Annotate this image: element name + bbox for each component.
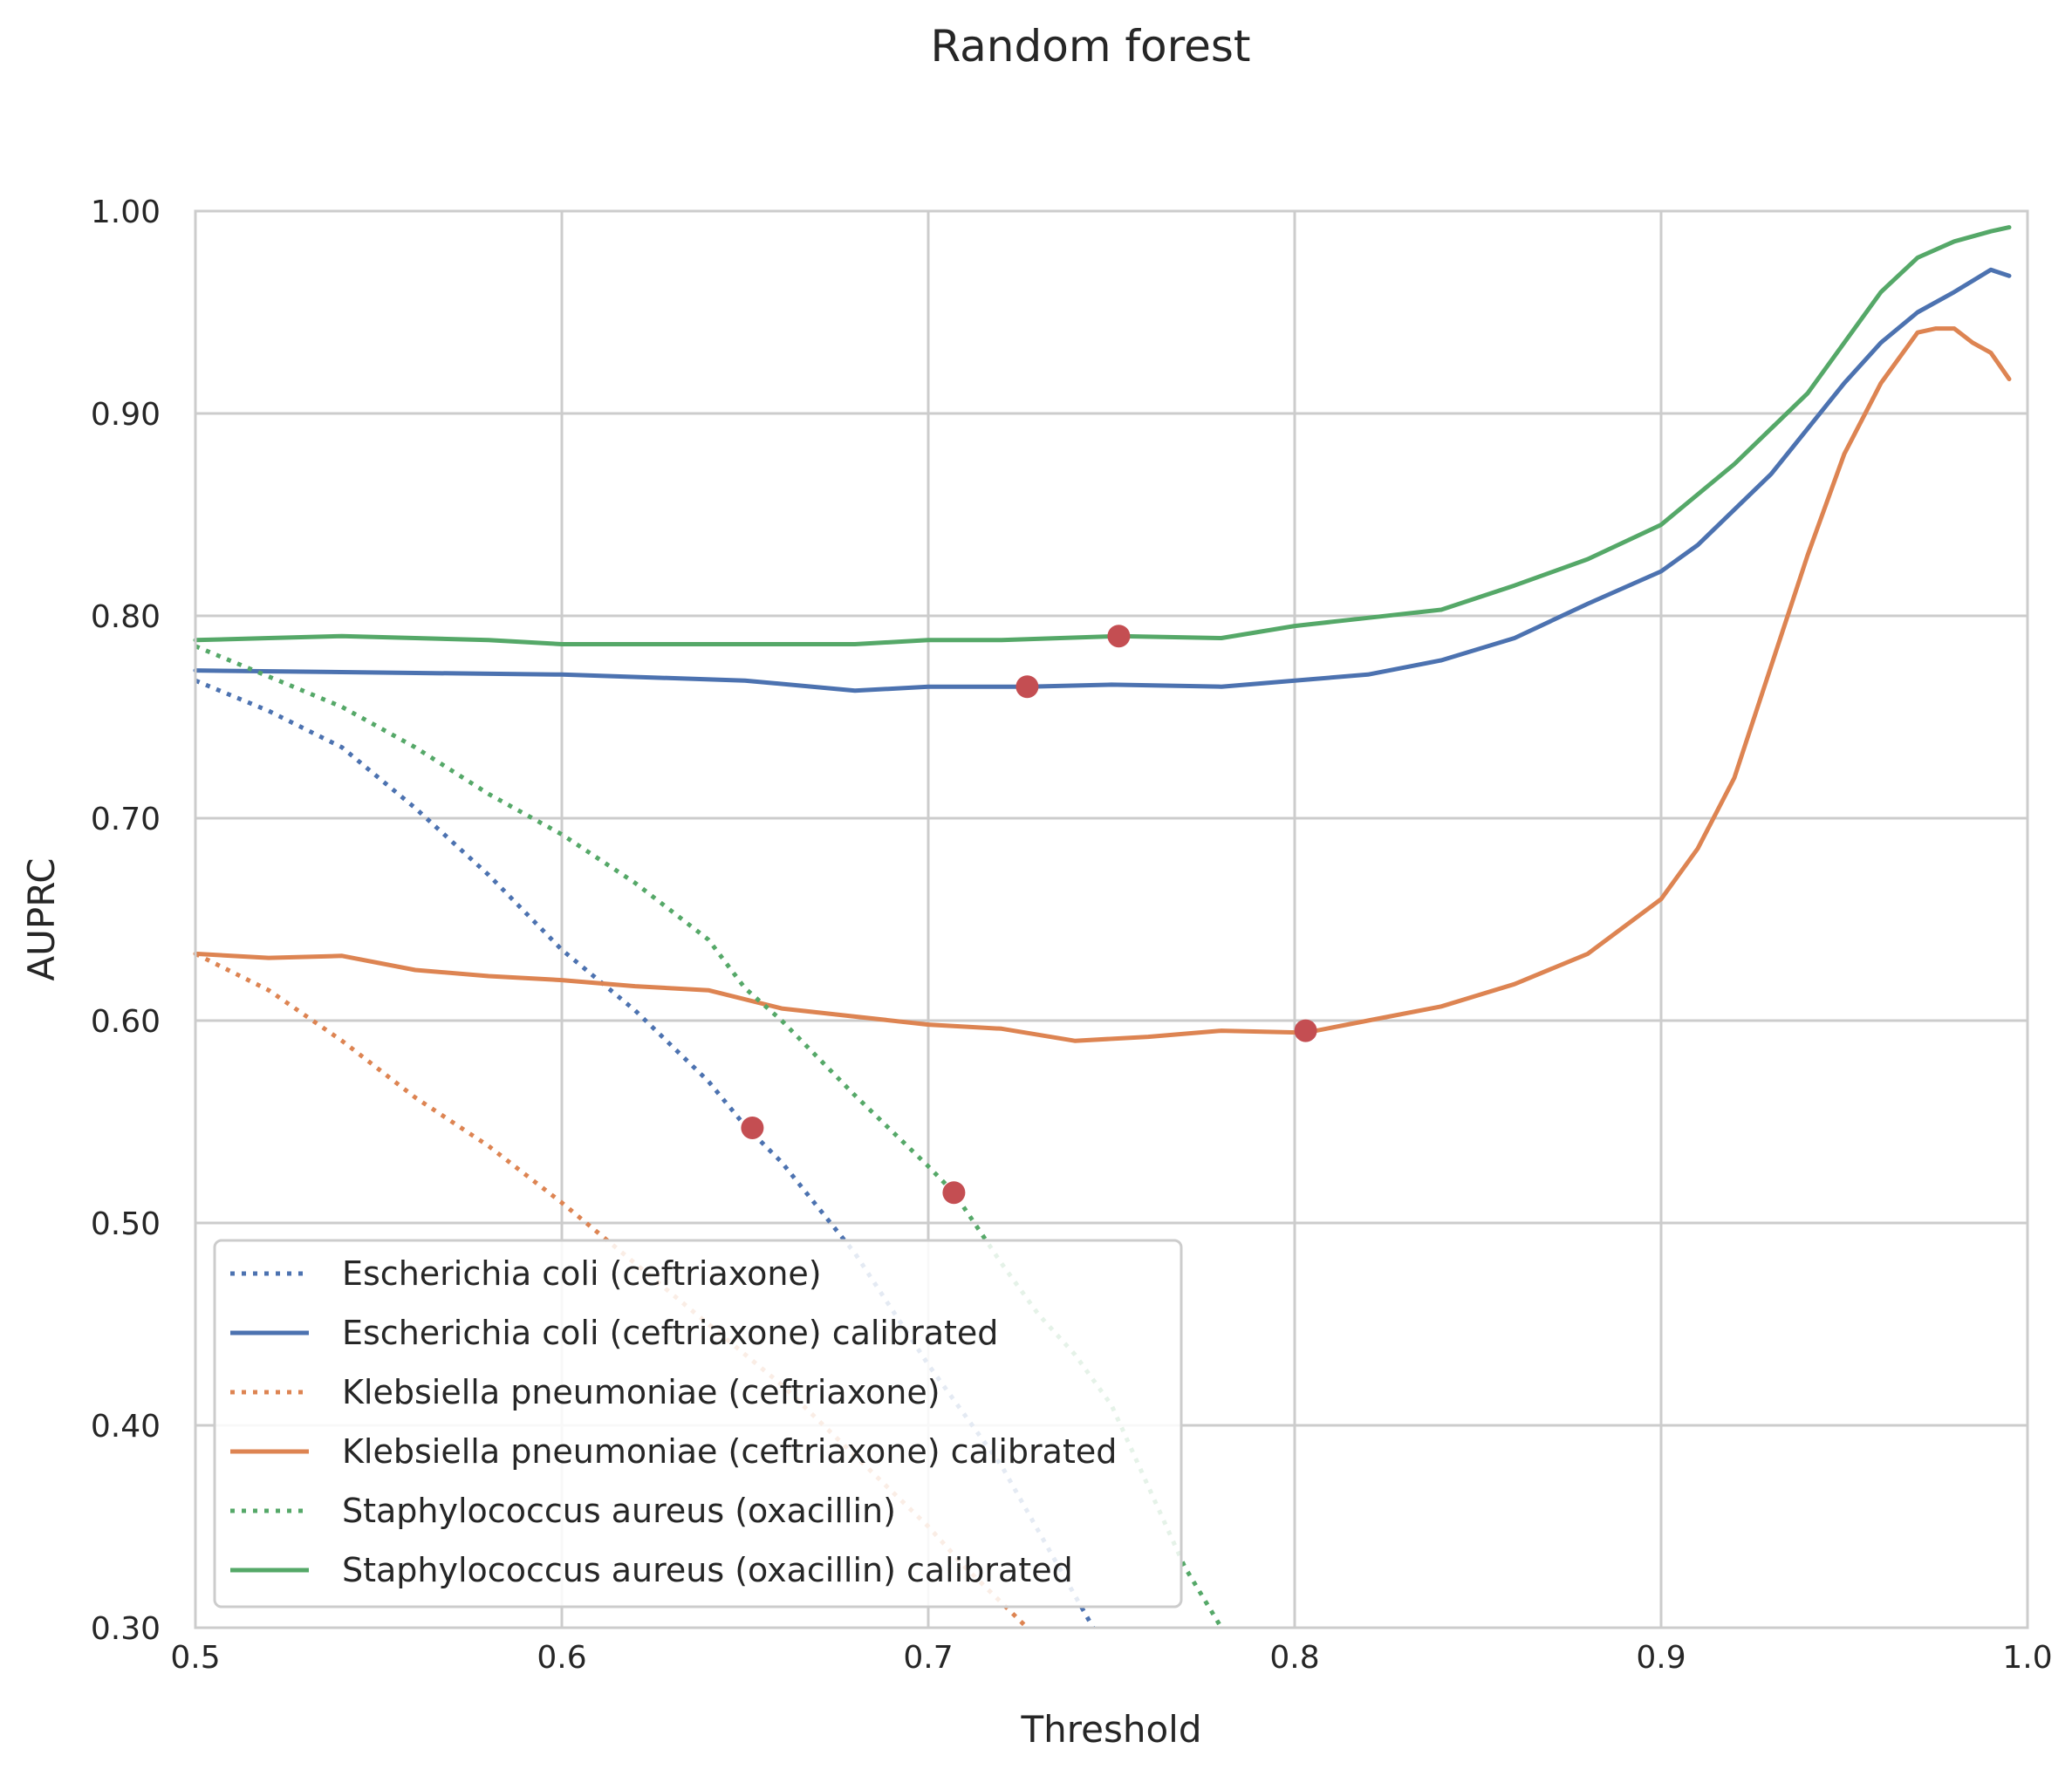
x-tick-label: 0.8	[1269, 1640, 1319, 1676]
chart-title: Random forest	[931, 21, 1251, 72]
series-line-2	[193, 267, 2012, 693]
legend-label-5: Staphylococcus aureus (oxacillin)	[342, 1492, 896, 1530]
legend-label-3: Klebsiella pneumoniae (ceftriaxone)	[342, 1373, 940, 1411]
x-tick-label: 0.5	[170, 1640, 220, 1676]
y-tick-label: 0.40	[91, 1409, 161, 1445]
x-axis-title: Threshold	[1021, 1708, 1202, 1751]
threshold-marker-3	[1015, 675, 1039, 699]
legend-label-4: Klebsiella pneumoniae (ceftriaxone) cali…	[342, 1432, 1117, 1471]
y-tick-label: 0.60	[91, 1004, 161, 1040]
legend-box	[213, 1239, 1183, 1609]
legend: Escherichia coli (ceftriaxone) Escherichi…	[213, 1239, 1183, 1609]
y-tick-label: 0.90	[91, 397, 161, 433]
y-tick-label: 0.50	[91, 1206, 161, 1242]
x-tick-label: 0.6	[537, 1640, 586, 1676]
series-line-6	[193, 225, 2012, 646]
y-tick-label: 0.30	[91, 1611, 161, 1647]
threshold-marker-1	[741, 1116, 764, 1139]
threshold-marker-5	[1294, 1019, 1317, 1042]
y-tick-label: 0.80	[91, 599, 161, 635]
y-tick-label: 0.70	[91, 802, 161, 837]
threshold-marker-2	[942, 1181, 966, 1205]
legend-label-6: Staphylococcus aureus (oxacillin) calibr…	[342, 1551, 1073, 1589]
legend-label-1: Escherichia coli (ceftriaxone)	[342, 1254, 822, 1293]
threshold-marker-4	[1107, 625, 1131, 648]
x-tick-label: 1.0	[2002, 1640, 2052, 1676]
x-tick-label: 0.7	[903, 1640, 953, 1676]
legend-label-2: Escherichia coli (ceftriaxone) calibrate…	[342, 1314, 998, 1352]
y-tick-label: 1.00	[91, 195, 161, 230]
series-line-4	[193, 326, 2012, 1043]
y-axis-title: AUPRC	[20, 857, 63, 980]
plot-frame	[194, 209, 2029, 1629]
x-tick-label: 0.9	[1636, 1640, 1686, 1676]
